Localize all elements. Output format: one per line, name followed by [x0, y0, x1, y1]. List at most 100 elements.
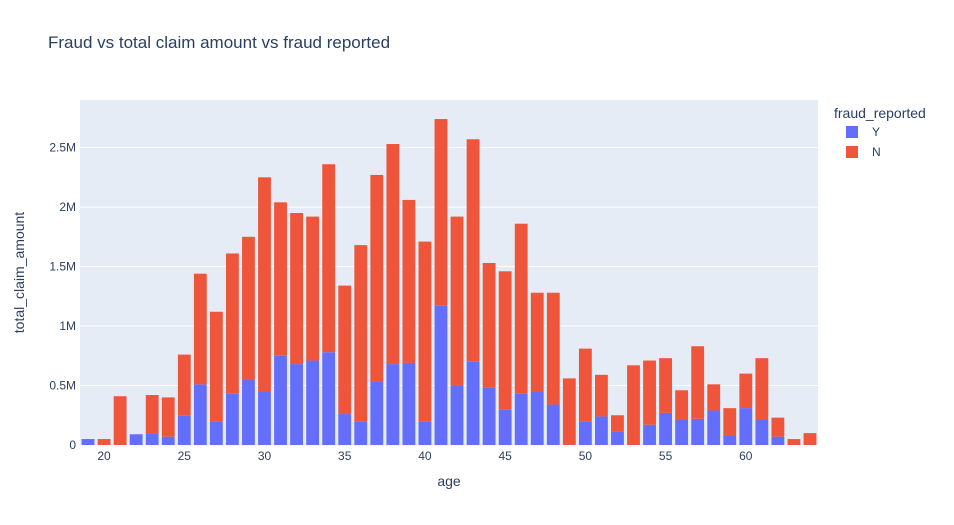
bar-Y-55[interactable]	[659, 412, 673, 445]
bar-Y-36[interactable]	[354, 421, 368, 445]
bar-Y-44[interactable]	[482, 387, 496, 445]
x-axis-title: age	[437, 473, 461, 489]
legend-swatch-N[interactable]	[846, 146, 858, 158]
bar-Y-39[interactable]	[402, 362, 416, 445]
bar-Y-61[interactable]	[755, 420, 769, 445]
bar-Y-57[interactable]	[691, 418, 705, 445]
bar-Y-50[interactable]	[578, 421, 592, 445]
y-tick-label: 0.5M	[49, 379, 76, 393]
bar-N-39[interactable]	[402, 199, 416, 363]
bar-Y-35[interactable]	[338, 414, 352, 445]
y-tick-label: 1.5M	[49, 260, 76, 274]
bar-N-32[interactable]	[290, 213, 304, 365]
bar-Y-51[interactable]	[594, 416, 608, 445]
bar-Y-22[interactable]	[129, 434, 143, 445]
bar-N-25[interactable]	[177, 354, 191, 416]
bar-N-36[interactable]	[354, 245, 368, 422]
bar-Y-19[interactable]	[81, 439, 95, 445]
legend-label-N[interactable]: N	[872, 145, 881, 159]
bar-N-58[interactable]	[707, 384, 721, 411]
bar-N-40[interactable]	[418, 241, 432, 422]
y-tick-label: 1M	[59, 319, 76, 333]
x-tick-label: 60	[739, 449, 753, 463]
bar-N-34[interactable]	[322, 164, 336, 353]
legend-label-Y[interactable]: Y	[872, 125, 880, 139]
bar-Y-38[interactable]	[386, 364, 400, 445]
bar-Y-45[interactable]	[498, 409, 512, 445]
bar-N-53[interactable]	[627, 365, 640, 445]
bar-Y-28[interactable]	[225, 393, 239, 445]
bar-N-24[interactable]	[161, 397, 175, 437]
bar-Y-59[interactable]	[723, 435, 737, 445]
bar-N-33[interactable]	[306, 216, 320, 361]
bar-Y-46[interactable]	[514, 393, 528, 445]
bar-N-30[interactable]	[258, 177, 271, 392]
bar-N-56[interactable]	[675, 390, 689, 421]
bar-N-41[interactable]	[434, 119, 448, 306]
bar-N-43[interactable]	[466, 139, 480, 362]
bar-N-20[interactable]	[97, 439, 111, 445]
bar-N-44[interactable]	[482, 262, 496, 388]
bar-Y-42[interactable]	[450, 385, 464, 445]
bar-N-49[interactable]	[562, 378, 576, 445]
bar-N-35[interactable]	[338, 285, 352, 415]
bar-N-26[interactable]	[193, 273, 207, 385]
bar-N-64[interactable]	[803, 433, 817, 445]
bar-Y-47[interactable]	[530, 391, 544, 445]
bar-N-48[interactable]	[546, 292, 560, 405]
bar-Y-54[interactable]	[643, 424, 656, 445]
bar-N-28[interactable]	[225, 253, 239, 394]
bar-Y-31[interactable]	[274, 355, 287, 445]
bar-N-21[interactable]	[113, 396, 127, 445]
bar-N-55[interactable]	[659, 358, 673, 413]
bar-Y-33[interactable]	[306, 360, 320, 445]
bar-N-50[interactable]	[578, 348, 592, 422]
x-tick-label: 30	[258, 449, 272, 463]
bar-Y-40[interactable]	[418, 421, 432, 445]
bar-Y-25[interactable]	[177, 415, 191, 445]
bar-Y-58[interactable]	[707, 410, 721, 446]
legend[interactable]: fraud_reported YN	[834, 105, 926, 159]
bar-Y-24[interactable]	[161, 436, 175, 445]
bar-Y-32[interactable]	[290, 364, 304, 445]
bar-Y-27[interactable]	[209, 421, 223, 445]
bar-N-23[interactable]	[145, 395, 159, 434]
bars	[81, 119, 817, 446]
bar-N-27[interactable]	[209, 311, 223, 422]
bar-N-54[interactable]	[643, 360, 656, 425]
chart-title: Fraud vs total claim amount vs fraud rep…	[48, 33, 391, 52]
bar-Y-41[interactable]	[434, 305, 448, 445]
bar-N-63[interactable]	[787, 439, 801, 445]
bar-Y-62[interactable]	[771, 436, 785, 445]
bar-Y-43[interactable]	[466, 361, 480, 445]
bar-N-45[interactable]	[498, 271, 512, 410]
bar-N-62[interactable]	[771, 417, 785, 437]
bar-N-57[interactable]	[691, 346, 705, 419]
bar-Y-30[interactable]	[258, 391, 271, 445]
bar-N-59[interactable]	[723, 408, 737, 436]
bar-N-46[interactable]	[514, 223, 528, 394]
bar-Y-26[interactable]	[193, 384, 207, 445]
legend-swatch-Y[interactable]	[846, 126, 858, 138]
legend-title: fraud_reported	[834, 105, 926, 121]
x-tick-label: 40	[418, 449, 432, 463]
bar-N-52[interactable]	[611, 415, 624, 432]
bar-N-61[interactable]	[755, 358, 769, 421]
bar-N-47[interactable]	[530, 292, 544, 392]
bar-Y-37[interactable]	[370, 381, 384, 445]
x-tick-label: 45	[498, 449, 512, 463]
bar-Y-23[interactable]	[145, 433, 159, 445]
bar-Y-52[interactable]	[611, 431, 624, 445]
bar-Y-60[interactable]	[739, 408, 753, 445]
bar-Y-56[interactable]	[675, 420, 689, 445]
bar-N-38[interactable]	[386, 144, 400, 365]
bar-N-29[interactable]	[242, 236, 255, 380]
bar-N-37[interactable]	[370, 174, 384, 382]
bar-Y-48[interactable]	[546, 404, 560, 445]
bar-N-51[interactable]	[594, 374, 608, 417]
bar-N-31[interactable]	[274, 202, 287, 356]
bar-Y-34[interactable]	[322, 352, 336, 445]
bar-N-60[interactable]	[739, 373, 753, 409]
bar-Y-29[interactable]	[242, 379, 255, 445]
bar-N-42[interactable]	[450, 216, 464, 386]
